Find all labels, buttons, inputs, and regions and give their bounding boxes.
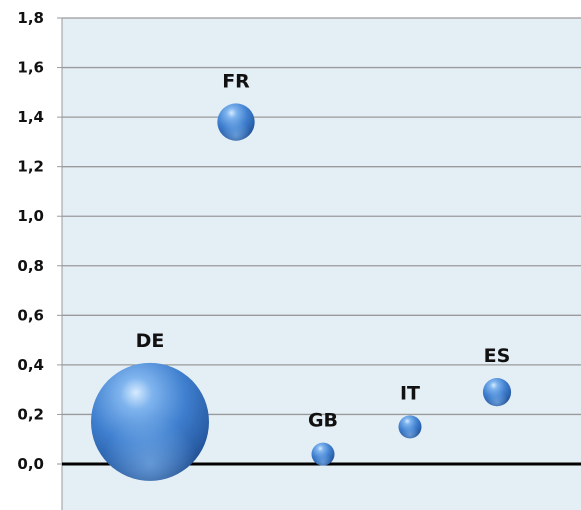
bubble-de <box>91 362 209 481</box>
bubble-fr <box>217 103 255 141</box>
bubble-label-es: ES <box>484 345 511 367</box>
bubble-glow <box>91 362 209 481</box>
y-tick-label: 1,2 <box>17 158 44 176</box>
y-tick-label: 1,0 <box>17 207 44 225</box>
y-tick-label: 0,0 <box>17 455 44 473</box>
y-axis-ticks: 0,0 0,2 0,4 0,6 0,8 1,0 1,2 1,4 1,6 1,8 <box>17 9 62 473</box>
bubble-es <box>482 378 512 407</box>
y-tick-label: 1,8 <box>17 9 44 27</box>
bubble-label-fr: FR <box>222 70 250 92</box>
bubbles <box>91 103 512 481</box>
y-tick-label: 0,8 <box>17 257 44 275</box>
bubble-gb <box>311 442 335 466</box>
y-tick-label: 0,2 <box>17 405 44 423</box>
bubble-glow <box>482 378 512 407</box>
y-tick-label: 0,6 <box>17 306 44 324</box>
y-tick-label: 1,4 <box>17 108 44 126</box>
bubble-label-gb: GB <box>308 410 338 432</box>
bubble-labels: DE FR GB IT ES <box>136 70 511 431</box>
bubble-label-it: IT <box>400 382 420 404</box>
y-tick-label: 1,6 <box>17 59 44 77</box>
bubble-label-de: DE <box>136 330 165 352</box>
bubble-it <box>398 415 422 439</box>
bubble-glow <box>398 415 422 439</box>
y-tick-label: 0,4 <box>17 356 44 374</box>
bubble-glow <box>217 103 255 141</box>
bubble-glow <box>311 442 335 466</box>
